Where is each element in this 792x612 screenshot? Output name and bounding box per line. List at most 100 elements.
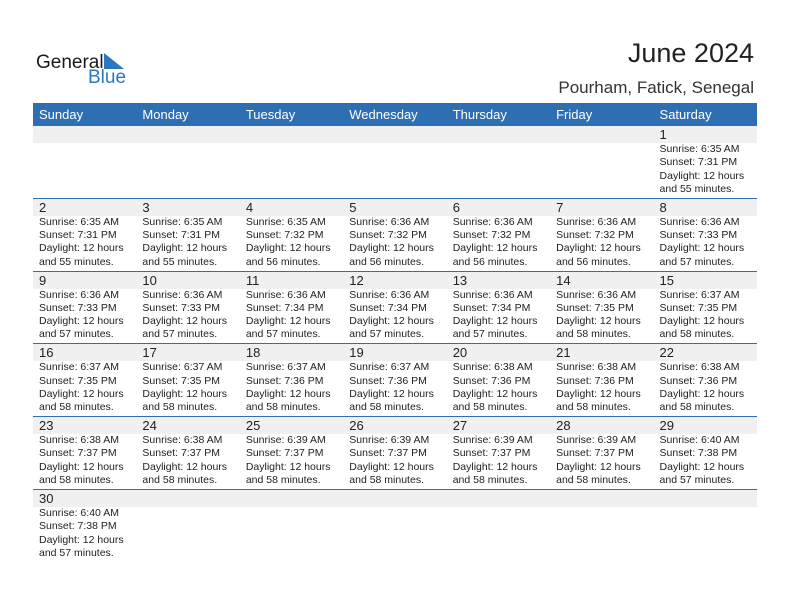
sunrise-text: Sunrise: 6:39 AM xyxy=(556,434,637,447)
weekday-friday: Friday xyxy=(556,107,593,122)
sunrise-text: Sunrise: 6:37 AM xyxy=(142,361,223,374)
empty-day-cell xyxy=(654,490,757,563)
day-cell: 25 Sunrise: 6:39 AM Sunset: 7:37 PM Dayligh… xyxy=(240,417,343,489)
daylight-text: Daylight: 12 hours xyxy=(245,315,331,328)
daylight-text: Daylight: 12 hours xyxy=(245,387,331,400)
sunset-text: Sunset: 7:32 PM xyxy=(556,229,634,242)
sunset-text: Sunset: 7:33 PM xyxy=(142,301,221,314)
daylight-minutes-text: and 57 minutes. xyxy=(659,474,735,487)
sunset-text: Sunset: 7:36 PM xyxy=(245,374,324,387)
daylight-text: Daylight: 12 hours xyxy=(452,242,538,255)
sunrise-text: Sunrise: 6:36 AM xyxy=(556,288,637,301)
week-row: 16 Sunrise: 6:37 AM Sunset: 7:35 PM Dayligh… xyxy=(33,344,757,418)
sunrise-text: Sunrise: 6:36 AM xyxy=(349,288,430,301)
daylight-minutes-text: and 58 minutes. xyxy=(142,401,218,414)
day-number: 22 xyxy=(659,345,674,361)
sunrise-text: Sunrise: 6:35 AM xyxy=(39,215,119,228)
sunrise-text: Sunrise: 6:37 AM xyxy=(349,361,430,374)
daylight-minutes-text: and 57 minutes. xyxy=(245,328,321,341)
day-number: 20 xyxy=(452,345,468,361)
page-title: June 2024 xyxy=(627,38,754,68)
sunrise-text: Sunrise: 6:36 AM xyxy=(659,215,740,228)
sunset-text: Sunset: 7:36 PM xyxy=(659,374,738,387)
daylight-text: Daylight: 12 hours xyxy=(39,242,124,255)
empty-day-cell xyxy=(343,490,446,563)
day-number: 10 xyxy=(142,272,157,288)
day-number: 4 xyxy=(245,199,254,215)
sunset-text: Sunset: 7:38 PM xyxy=(39,520,117,533)
day-cell: 13 Sunrise: 6:36 AM Sunset: 7:34 PM Dayligh… xyxy=(447,272,550,344)
day-number: 11 xyxy=(245,272,260,288)
daylight-text: Daylight: 12 hours xyxy=(39,460,124,473)
daylight-text: Daylight: 12 hours xyxy=(142,387,228,400)
week-row: 1 Sunrise: 6:35 AM Sunset: 7:31 PM Daylight… xyxy=(33,126,757,199)
empty-day-cell xyxy=(343,126,446,198)
sunset-text: Sunset: 7:34 PM xyxy=(245,301,324,314)
day-cell: 3 Sunrise: 6:35 AM Sunset: 7:31 PM Daylight… xyxy=(136,199,239,271)
day-number: 23 xyxy=(39,418,54,434)
sunset-text: Sunset: 7:32 PM xyxy=(349,229,427,242)
day-number: 16 xyxy=(39,345,54,361)
weekday-header: Sunday Monday Tuesday Wednesday Thursday Frid… xyxy=(33,103,757,126)
sunrise-text: Sunrise: 6:36 AM xyxy=(349,215,430,228)
sunset-text: Sunset: 7:35 PM xyxy=(659,301,738,314)
weekday-tuesday: Tuesday xyxy=(245,107,296,122)
daylight-minutes-text: and 57 minutes. xyxy=(142,328,218,341)
sunrise-text: Sunrise: 6:40 AM xyxy=(659,434,740,447)
sunrise-text: Sunrise: 6:36 AM xyxy=(39,288,119,301)
day-cell: 22 Sunrise: 6:38 AM Sunset: 7:36 PM Dayligh… xyxy=(654,344,757,416)
day-number: 29 xyxy=(659,418,674,434)
sunrise-text: Sunrise: 6:35 AM xyxy=(245,215,326,228)
daylight-minutes-text: and 58 minutes. xyxy=(39,401,114,414)
daylight-minutes-text: and 58 minutes. xyxy=(142,474,218,487)
week-row: 9 Sunrise: 6:36 AM Sunset: 7:33 PM Daylight… xyxy=(33,271,757,345)
daylight-minutes-text: and 58 minutes. xyxy=(452,401,528,414)
empty-day-cell xyxy=(33,126,136,198)
weekday-monday: Monday xyxy=(142,107,189,122)
sunrise-text: Sunrise: 6:38 AM xyxy=(142,434,223,447)
daylight-minutes-text: and 57 minutes. xyxy=(39,546,114,559)
sunrise-text: Sunrise: 6:39 AM xyxy=(452,434,533,447)
day-cell: 28 Sunrise: 6:39 AM Sunset: 7:37 PM Dayligh… xyxy=(550,417,653,489)
sunrise-text: Sunrise: 6:35 AM xyxy=(142,215,223,228)
daylight-text: Daylight: 12 hours xyxy=(39,315,124,328)
daylight-minutes-text: and 57 minutes. xyxy=(39,328,114,341)
day-cell: 14 Sunrise: 6:36 AM Sunset: 7:35 PM Dayligh… xyxy=(550,272,653,344)
day-cell: 20 Sunrise: 6:38 AM Sunset: 7:36 PM Dayligh… xyxy=(447,344,550,416)
daylight-text: Daylight: 12 hours xyxy=(556,315,641,328)
empty-day-cell xyxy=(240,490,343,563)
day-number: 2 xyxy=(39,199,47,215)
day-cell: 2 Sunrise: 6:35 AM Sunset: 7:31 PM Daylight… xyxy=(33,199,136,271)
daylight-text: Daylight: 12 hours xyxy=(659,169,745,182)
sunset-text: Sunset: 7:34 PM xyxy=(349,301,427,314)
day-cell: 7 Sunrise: 6:36 AM Sunset: 7:32 PM Daylight… xyxy=(550,199,653,271)
day-cell: 16 Sunrise: 6:37 AM Sunset: 7:35 PM Dayligh… xyxy=(33,344,136,416)
daylight-minutes-text: and 57 minutes. xyxy=(659,255,735,268)
day-number: 7 xyxy=(556,199,564,215)
empty-day-cell xyxy=(136,126,239,198)
sunset-text: Sunset: 7:35 PM xyxy=(556,301,634,314)
sunset-text: Sunset: 7:36 PM xyxy=(556,374,634,387)
logo-triangle-icon xyxy=(104,53,124,69)
daylight-text: Daylight: 12 hours xyxy=(349,460,434,473)
logo-blue-text: Blue xyxy=(88,67,127,88)
daylight-text: Daylight: 12 hours xyxy=(556,242,641,255)
sunset-text: Sunset: 7:38 PM xyxy=(659,447,738,460)
daylight-text: Daylight: 12 hours xyxy=(556,460,641,473)
day-cell: 10 Sunrise: 6:36 AM Sunset: 7:33 PM Dayligh… xyxy=(136,272,239,344)
sunset-text: Sunset: 7:37 PM xyxy=(39,447,117,460)
sunrise-text: Sunrise: 6:39 AM xyxy=(245,434,326,447)
day-number: 5 xyxy=(349,199,357,215)
day-cell: 1 Sunrise: 6:35 AM Sunset: 7:31 PM Daylight… xyxy=(654,126,757,198)
location-subtitle: Pourham, Fatick, Senegal xyxy=(558,78,754,97)
day-cell: 12 Sunrise: 6:36 AM Sunset: 7:34 PM Dayligh… xyxy=(343,272,446,344)
week-row: 30 Sunrise: 6:40 AM Sunset: 7:38 PM Dayligh… xyxy=(33,489,757,563)
daylight-text: Daylight: 12 hours xyxy=(349,315,434,328)
daylight-text: Daylight: 12 hours xyxy=(452,315,538,328)
day-number: 6 xyxy=(452,199,460,215)
weekday-wednesday: Wednesday xyxy=(349,107,418,122)
day-number: 17 xyxy=(142,345,157,361)
daylight-minutes-text: and 56 minutes. xyxy=(349,255,424,268)
sunset-text: Sunset: 7:32 PM xyxy=(245,229,324,242)
daylight-minutes-text: and 58 minutes. xyxy=(245,474,321,487)
